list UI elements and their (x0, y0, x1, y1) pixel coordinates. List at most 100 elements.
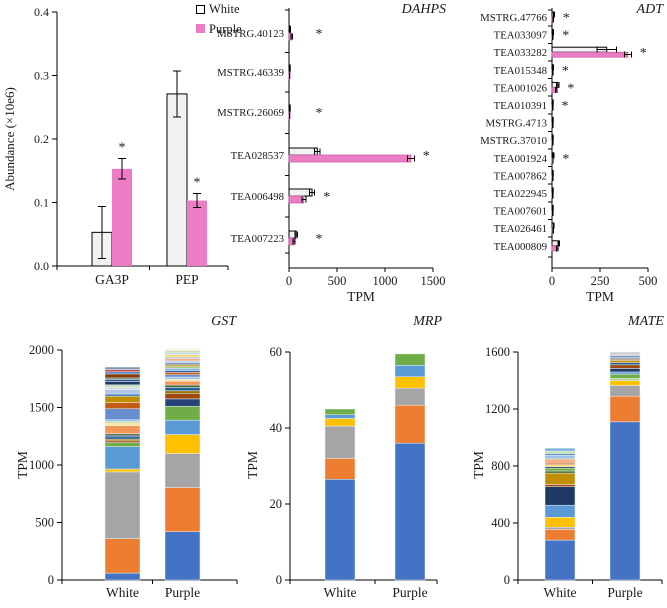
x-tick-label: 0 (549, 274, 555, 288)
y-axis-title: TPM (471, 451, 486, 479)
x-tick-label: 500 (328, 274, 347, 288)
legend-label-white: White (209, 2, 240, 16)
bar-white-TEA006498 (288, 188, 313, 197)
stack-segment-purple-11 (164, 380, 201, 386)
stack-segment-white-3 (104, 468, 141, 473)
stack-segment-purple-6 (164, 398, 201, 407)
stack-segment-purple-23 (164, 356, 201, 359)
y-tick-label: 800 (491, 459, 510, 473)
y-tick-label: 1000 (29, 458, 54, 472)
legend-item-purple: Purple (196, 21, 242, 36)
stack-segment-purple-3 (394, 376, 426, 389)
stack-segment-purple-4 (609, 378, 641, 381)
y-tick-label: 2000 (29, 343, 54, 357)
stack-segment-purple-10 (609, 360, 641, 363)
stack-segment-white-0 (544, 539, 576, 581)
stack-segment-purple-5 (164, 406, 201, 421)
stack-segment-white-13 (544, 458, 576, 464)
abundance-grouped-bar-chart: 0.0 0.1 0.2 0.3 0.4 GA3P PEP Abundance (×10e6) *… (0, 0, 232, 305)
significance-star: * (562, 29, 569, 44)
legend-label-purple: Purple (209, 21, 242, 36)
significance-star: * (119, 141, 126, 156)
significance-star: * (316, 232, 323, 247)
gene-label: TEA007223 (231, 233, 284, 245)
stack-segment-purple-13 (609, 355, 641, 358)
stack-segment-white-3 (544, 517, 576, 528)
gene-label: TEA007601 (494, 206, 547, 218)
chart-title: MATE (627, 314, 664, 329)
stack-segment-purple-17 (164, 368, 201, 371)
purple-swatch-icon (196, 24, 205, 34)
gene-label: TEA006498 (231, 191, 284, 203)
stack-segment-white-0 (104, 572, 141, 581)
gene-label: MSTRG.26069 (217, 107, 284, 119)
y-tick-label: 0.3 (34, 69, 49, 83)
stack-segment-white-2 (544, 527, 576, 530)
y-axis-title: Abundance (×10e6) (2, 87, 17, 191)
stack-segment-white-6 (104, 440, 141, 443)
stack-segment-purple-0 (394, 442, 426, 581)
gene-label: MSTRG.40123 (217, 28, 284, 40)
dahps-horizontal-bar-chart: 0 500 1000 1500 TPM DAHPS MSTRG.40123 * MSTRG.46… (217, 0, 450, 305)
stack-segment-purple-26 (164, 350, 201, 354)
stack-segment-purple-5 (394, 353, 426, 366)
x-tick-label: 500 (639, 274, 658, 288)
gene-label: TEA001026 (494, 82, 548, 94)
stack-segment-purple-1 (609, 395, 641, 423)
stack-segment-purple-1 (164, 487, 201, 532)
y-tick-label: 40 (270, 421, 283, 435)
category-label: Purple (607, 585, 642, 600)
category-label: GA3P (95, 272, 129, 287)
stack-segment-white-8 (544, 470, 576, 474)
stack-segment-white-23 (104, 379, 141, 382)
stack-segment-white-27 (104, 369, 141, 373)
bar-purple-TEA028537 (288, 154, 412, 163)
gene-label: TEA022945 (494, 188, 547, 200)
stack-segment-white-15 (104, 408, 141, 420)
stack-segment-white-5 (324, 408, 356, 415)
mate-chart-svg: 0 400 800 1200 1600 TPM MATE White Purple (471, 314, 664, 600)
significance-star: * (562, 64, 569, 79)
gene-label: TEA026461 (494, 223, 547, 235)
adt-horizontal-bar-chart: 0 250 500 TPM ADT MSTRG.47766 * TEA033097 * TEA03… (443, 0, 667, 305)
stack-segment-white-6 (544, 484, 576, 487)
mrp-chart-svg: 0 20 40 60 TPM MRP White Purple (245, 314, 442, 600)
y-tick-label: 500 (35, 516, 54, 530)
x-axis-title: TPM (586, 289, 614, 304)
y-tick-label: 20 (270, 497, 283, 511)
bar-purple-TEA033282 (551, 51, 629, 58)
y-tick-label: 1200 (485, 402, 510, 416)
stack-segment-white-8 (104, 436, 141, 440)
stack-segment-white-2 (324, 425, 356, 459)
stack-segment-purple-2 (394, 387, 426, 406)
gene-label: TEA010391 (494, 100, 547, 112)
x-axis-title: TPM (347, 289, 375, 304)
stack-segment-purple-7 (609, 368, 641, 373)
stack-segment-purple-0 (609, 421, 641, 581)
stack-segment-white-1 (324, 458, 356, 480)
gene-label: TEA015348 (494, 65, 547, 77)
stack-segment-white-4 (104, 446, 141, 470)
y-tick-label: 0.1 (34, 196, 49, 210)
category-label: Purple (165, 585, 200, 600)
stack-segment-purple-14 (164, 374, 201, 378)
stack-segment-purple-22 (164, 358, 201, 362)
stack-segment-white-4 (544, 504, 576, 518)
bar-white-TEA028537 (288, 147, 318, 156)
stack-segment-white-1 (544, 529, 576, 541)
x-tick-label: 0 (286, 274, 292, 288)
stack-segment-purple-9 (609, 362, 641, 366)
chart-title: DAHPS (401, 2, 446, 17)
y-tick-label: 400 (491, 516, 510, 530)
stack-segment-white-28 (104, 366, 141, 370)
stack-segment-white-20 (104, 386, 141, 390)
stack-segment-white-7 (544, 472, 576, 485)
y-tick-label: 0.2 (34, 132, 49, 146)
stack-segment-purple-19 (164, 364, 201, 367)
stack-segment-purple-21 (164, 360, 201, 363)
stack-segment-white-25 (104, 373, 141, 379)
x-tick-label: 1000 (373, 274, 398, 288)
stack-segment-purple-13 (164, 376, 201, 380)
significance-star: * (562, 152, 569, 167)
y-tick-label: 0.0 (34, 259, 49, 273)
